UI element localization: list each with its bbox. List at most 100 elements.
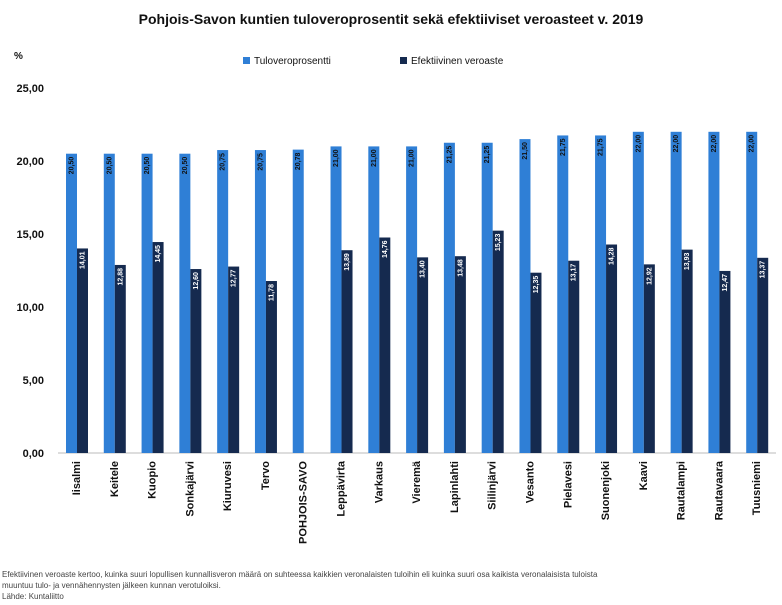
legend-swatch-2 [400,57,407,64]
bar-efektiivinen-veroaste [719,270,731,453]
data-label: 21,75 [598,138,605,156]
bar-efektiivinen-veroaste [114,264,126,453]
bar-efektiivinen-veroaste [152,242,164,453]
x-category-label: Suonenjoki [600,461,612,520]
data-label: 20,50 [69,157,76,175]
legend-label-2: Efektiivinen veroaste [411,56,504,67]
bar-tuloveroprosentti [595,135,607,453]
x-category-label: Kuopio [147,461,159,499]
y-tick-label: 5,00 [23,375,44,387]
data-label: 15,23 [495,234,502,252]
data-label: 20,50 [106,157,113,175]
x-category-label: Vesanto [524,461,536,503]
bar-efektiivinen-veroaste [643,264,655,453]
bar-tuloveroprosentti [557,135,569,453]
bar-efektiivinen-veroaste [265,281,277,453]
legend-swatch-1 [243,57,250,64]
footnote-definition-continued: muuntuu tulo- ja vennähennysten jälkeen … [2,581,221,590]
x-category-label: Siilinjärvi [487,461,499,510]
bar-tuloveroprosentti [632,131,644,454]
bar-efektiivinen-veroaste [417,257,429,453]
y-axis-unit-label: % [14,51,23,62]
y-tick-label: 25,00 [16,83,44,95]
bar-efektiivinen-veroaste [341,250,353,453]
data-label: 14,76 [382,240,389,258]
data-label: 21,75 [560,138,567,156]
bar-tuloveroprosentti [330,146,342,453]
bar-efektiivinen-veroaste [681,249,693,453]
bar-efektiivinen-veroaste [530,272,542,453]
bar-tuloveroprosentti [179,153,191,453]
data-label: 20,75 [257,153,264,171]
data-label: 14,01 [80,251,87,269]
data-label: 21,50 [522,142,529,160]
data-label: 13,37 [760,261,767,279]
data-label: 21,00 [371,149,378,167]
x-category-label: Tuusniemi [751,461,763,515]
data-label: 22,00 [673,135,680,153]
bar-tuloveroprosentti [368,146,380,453]
bar-tuloveroprosentti [141,153,153,453]
y-tick-label: 15,00 [16,229,44,241]
bar-tuloveroprosentti [443,142,455,453]
x-category-label: Vieremä [411,460,423,503]
bar-tuloveroprosentti [292,149,304,453]
footnote-source: Lähde: Kuntaliitto [2,592,64,601]
x-category-label: Sonkajärvi [184,461,196,517]
data-label: 21,25 [484,146,491,164]
bar-tuloveroprosentti [670,131,682,454]
x-category-label: Rautalampi [676,461,688,520]
bar-efektiivinen-veroaste [454,256,466,453]
data-label: 12,35 [533,276,540,294]
bar-efektiivinen-veroaste [228,266,240,453]
data-label: 21,25 [446,146,453,164]
x-category-label: Pielavesi [562,461,574,508]
x-category-label: Varkaus [373,461,385,503]
legend-label-1: Tuloveroprosentti [254,56,331,67]
chart-title: Pohjois-Savon kuntien tuloveroprosentit … [139,11,644,27]
bar-efektiivinen-veroaste [190,269,202,453]
x-category-label: Iisalmi [71,461,83,495]
data-label: 12,88 [117,268,124,286]
bar-efektiivinen-veroaste [77,248,88,453]
bar-efektiivinen-veroaste [492,230,504,453]
data-label: 13,93 [684,253,691,271]
x-category-label: POHJOIS-SAVO [298,461,310,544]
data-label: 20,50 [182,157,189,175]
data-label: 22,00 [635,135,642,153]
data-label: 13,17 [571,264,578,282]
bar-tuloveroprosentti [406,146,418,453]
data-label: 21,00 [409,149,416,167]
bar-efektiivinen-veroaste [379,237,391,453]
bar-tuloveroprosentti [481,142,493,453]
x-category-label: Lapinlahti [449,461,461,513]
data-label: 12,92 [646,267,653,285]
data-label: 20,75 [220,153,227,171]
x-category-label: Leppävirta [336,460,348,517]
bar-tuloveroprosentti [103,153,115,453]
x-category-label: Tervo [260,461,272,490]
data-label: 20,50 [144,157,151,175]
bar-tuloveroprosentti [519,139,531,453]
bar-efektiivinen-veroaste [757,257,769,453]
data-label: 13,89 [344,253,351,271]
data-label: 13,48 [457,259,464,277]
data-label: 22,00 [711,135,718,153]
x-category-label: Keitele [109,461,121,497]
bar-efektiivinen-veroaste [568,260,580,453]
data-label: 20,78 [295,153,302,171]
data-label: 11,78 [268,284,275,301]
data-label: 14,28 [609,247,616,265]
y-tick-label: 10,00 [16,302,44,314]
bar-tuloveroprosentti [708,131,720,454]
bar-tuloveroprosentti [66,153,77,453]
x-category-label: Kiuruvesi [222,461,234,511]
y-tick-label: 20,00 [16,156,44,168]
bar-tuloveroprosentti [254,150,266,454]
data-label: 22,00 [749,135,756,153]
y-tick-label: 0,00 [23,448,44,460]
data-label: 12,77 [231,269,238,287]
data-label: 21,00 [333,149,340,167]
data-label: 12,47 [722,274,729,292]
